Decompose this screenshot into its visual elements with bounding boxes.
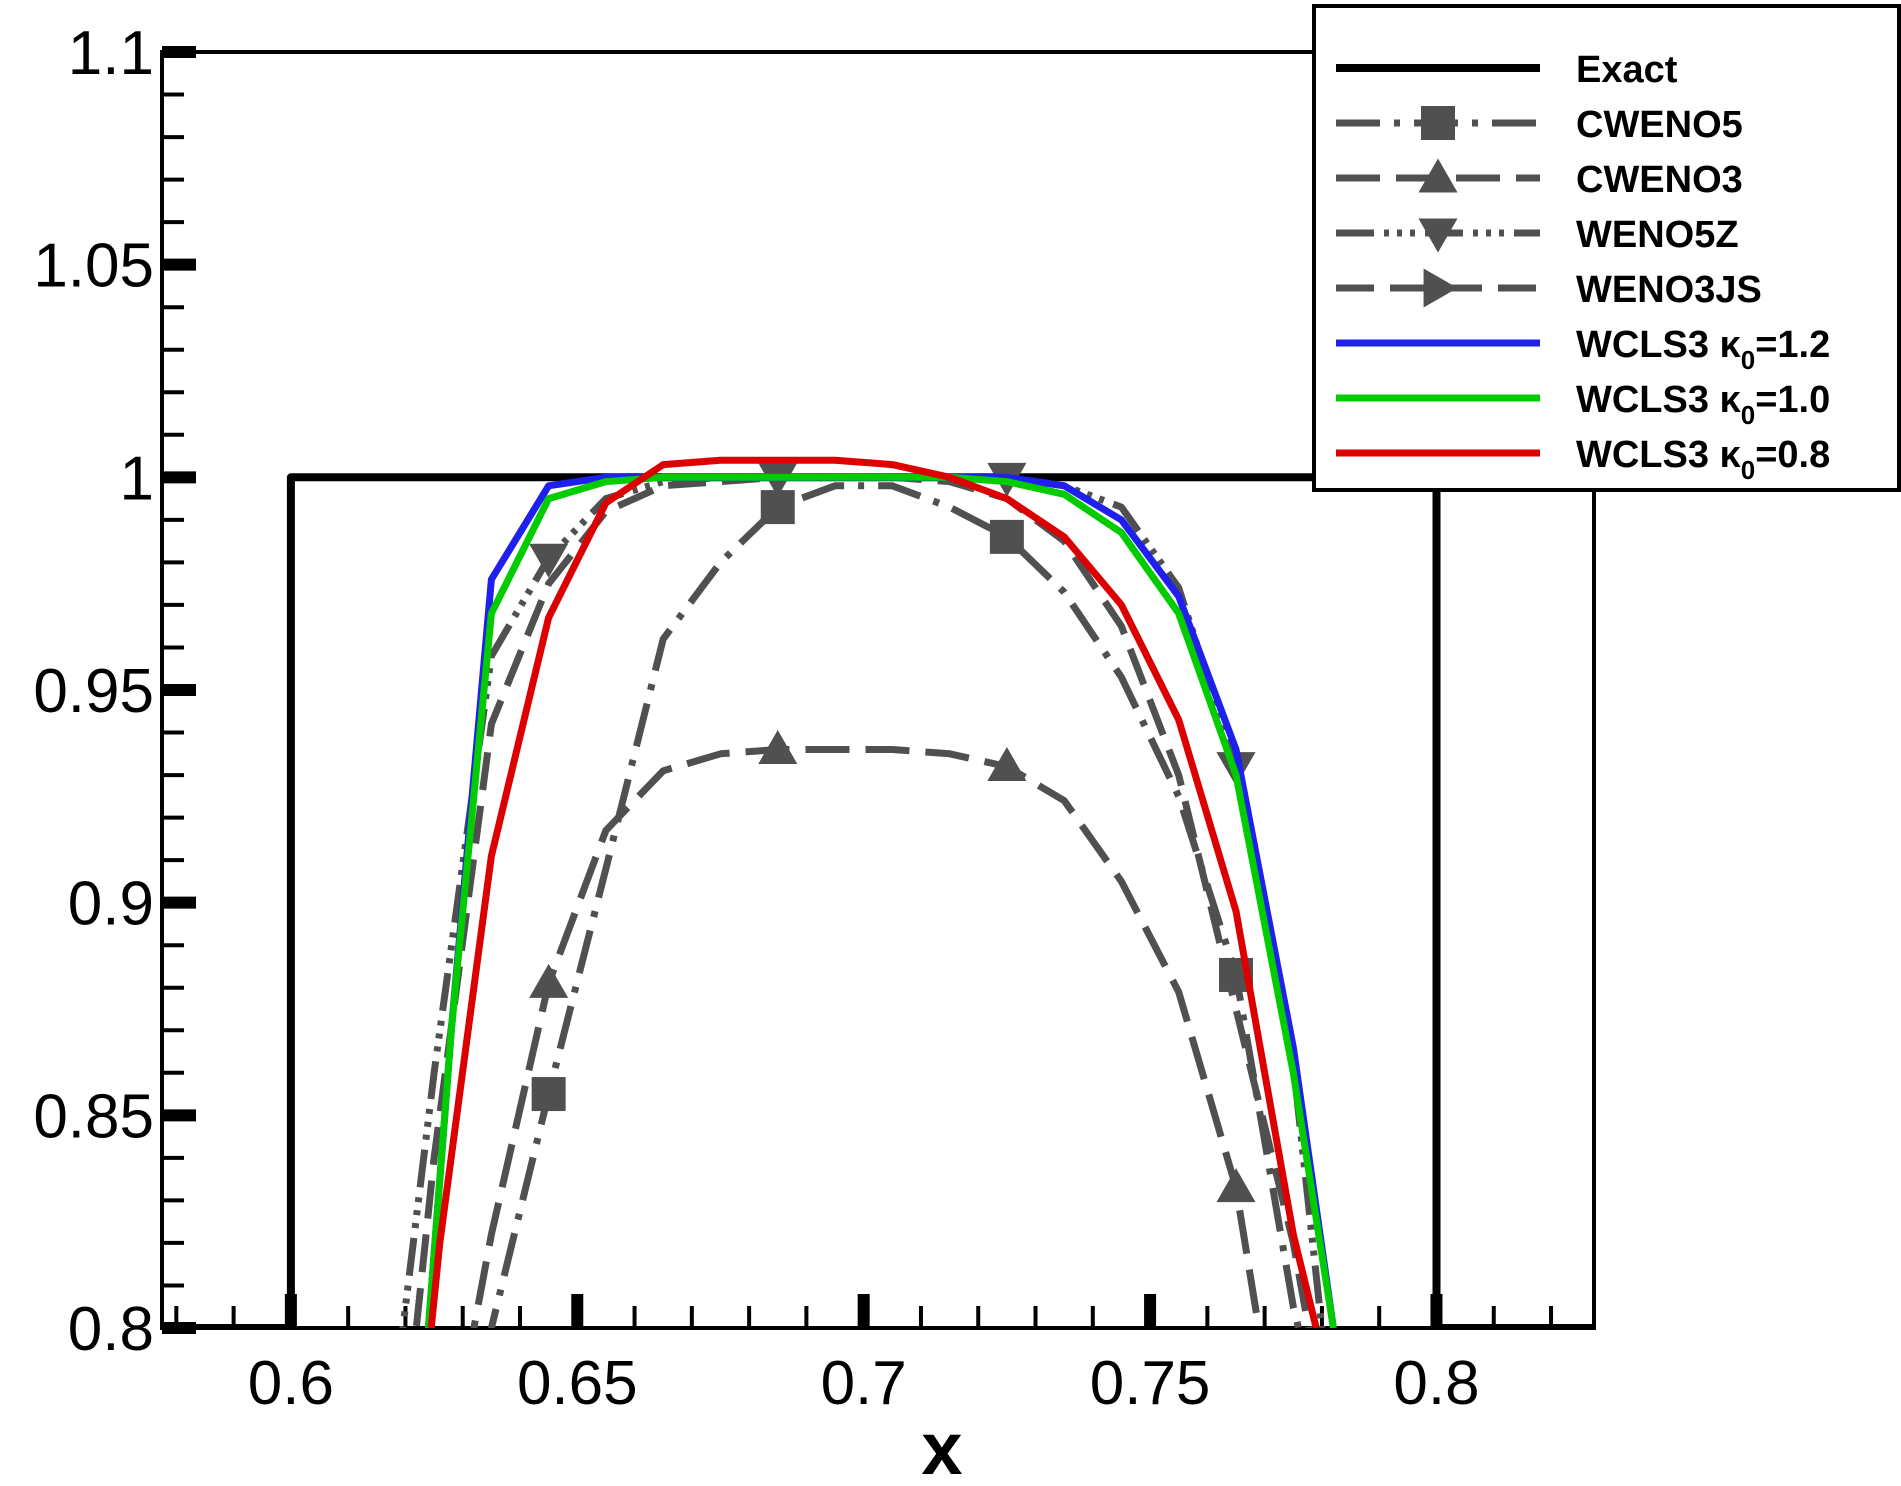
legend-label: WENO3JS [1576,269,1762,311]
series-WCLS3 κ0=0.8 [427,456,1320,1328]
y-tick-label: 0.8 [68,1295,154,1364]
tick-labels: 0.8 0.85 0.9 0.95 1 1.05 1.1 0.6 0.65 0.7 0.75 0.8 [33,19,1479,1418]
data-point [758,729,798,764]
y-tick-label: 1.05 [33,232,154,301]
legend-box [1312,4,1901,492]
legend: Exact CWENO5 CWENO3 WENO5Z WENO3JS WCLS3 κ0=1… [1312,4,1901,492]
legend-marker [1418,218,1458,253]
y-tick-label: 1 [120,444,154,513]
legend-item: WCLS3 κ0=1.0 [1336,379,1830,430]
legend-item: CWENO3 [1336,158,1743,201]
legend-marker [1418,158,1458,193]
legend-item: CWENO5 [1336,104,1743,146]
x-tick-label: 0.6 [248,1349,334,1418]
data-point [989,519,1024,554]
data-point [531,1077,566,1112]
x-tick-label: 0.7 [821,1349,907,1418]
series-CWENO3 [470,729,1263,1328]
data-point [1216,1168,1256,1203]
x-tick-label: 0.8 [1393,1349,1479,1418]
data-point [529,963,569,998]
legend-label: WCLS3 κ0=1.0 [1576,379,1830,430]
legend-item: Exact [1336,49,1678,91]
legend-label: CWENO5 [1576,104,1743,146]
series-WCLS3 κ0=1.0 [424,473,1337,1328]
data-point [987,747,1027,782]
legend-label: WENO5Z [1576,214,1739,256]
legend-label: WCLS3 κ0=0.8 [1576,434,1830,485]
data-point [529,543,569,578]
legend-item: WENO5Z [1336,214,1739,256]
legend-label: Exact [1576,49,1678,91]
legend-marker [1423,268,1458,308]
legend-label: WCLS3 κ0=1.2 [1576,324,1830,375]
y-tick-label: 1.1 [68,19,154,88]
x-tick-label: 0.75 [1090,1349,1211,1418]
y-tick-label: 0.95 [33,657,154,726]
series-layer [162,456,1594,1328]
legend-item: WENO3JS [1336,268,1762,311]
legend-marker [1421,106,1455,140]
x-tick-label: 0.65 [517,1349,638,1418]
series-line [427,456,1320,1328]
y-tick-label: 0.9 [68,870,154,939]
series-line [424,473,1337,1328]
legend-label: CWENO3 [1576,159,1743,201]
legend-item: WCLS3 κ0=1.2 [1336,324,1830,375]
x-axis-title: x [921,1407,962,1486]
legend-item: WCLS3 κ0=0.8 [1336,434,1830,485]
y-tick-label: 0.85 [33,1082,154,1151]
series-line [470,746,1263,1328]
